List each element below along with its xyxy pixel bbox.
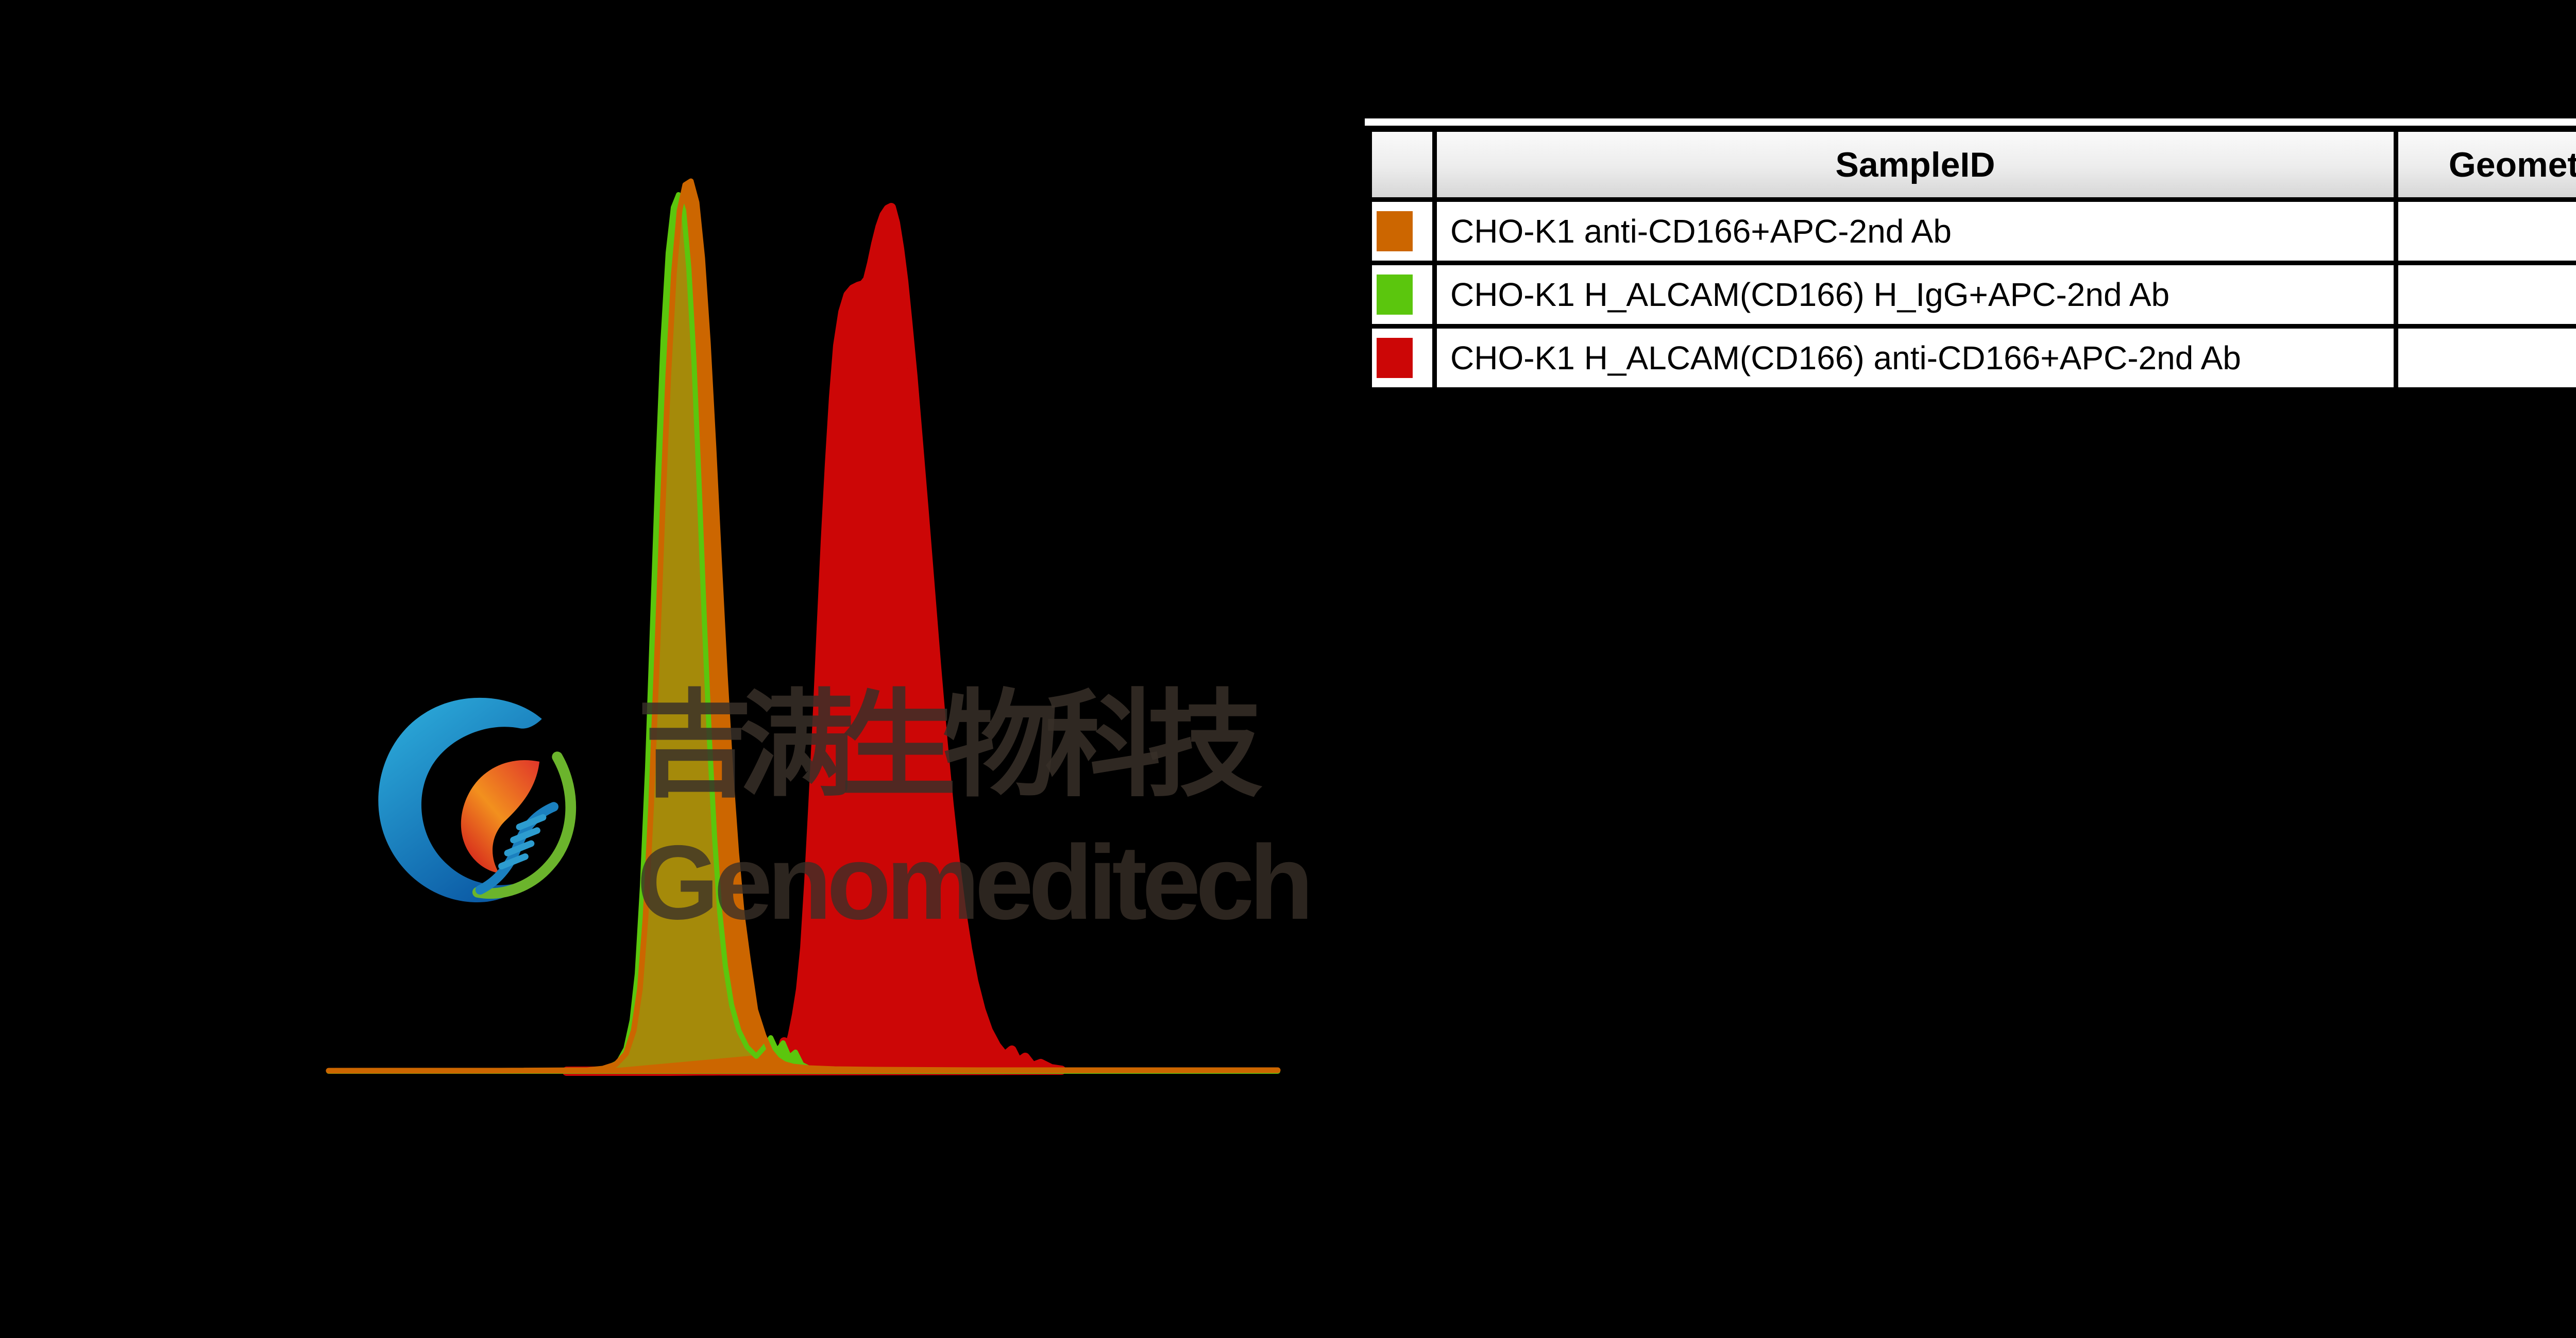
logo-dna-rungs-icon — [498, 814, 547, 870]
geometric-mean-cell: 120215 — [2394, 324, 2576, 393]
geometric-mean-cell: 1445 — [2394, 261, 2576, 329]
results-table: SampleID Geometric Mean : FL11-H CHO-K1 … — [1366, 126, 2576, 393]
logo-dna-strand-icon — [475, 802, 559, 895]
series-color-swatch — [1377, 211, 1413, 251]
logo-leaf-icon — [472, 751, 577, 899]
series-color-swatch — [1377, 338, 1413, 378]
swatch-column-header — [1366, 126, 1437, 202]
histogram-orange-outline — [326, 178, 1281, 1074]
sample-id-cell: CHO-K1 H_ALCAM(CD166) anti-CD166+APC-2nd… — [1432, 324, 2398, 393]
watermark-cjk-text: 吉满生物科技 — [637, 678, 1263, 813]
swatch-cell — [1366, 324, 1437, 393]
table-row: CHO-K1 H_ALCAM(CD166) anti-CD166+APC-2nd… — [1366, 324, 2576, 393]
geomean-column-header: Geometric Mean : FL11-H — [2394, 126, 2576, 202]
histogram-green-outline — [326, 192, 1280, 1074]
geometric-mean-cell: 1625 — [2394, 197, 2576, 265]
watermark-latin-text: Genomeditech — [637, 824, 1314, 941]
series-color-swatch — [1377, 275, 1413, 315]
sample-id-cell: CHO-K1 H_ALCAM(CD166) H_IgG+APC-2nd Ab — [1432, 261, 2398, 329]
table-row: CHO-K1 anti-CD166+APC-2nd Ab 1625 — [1366, 197, 2576, 265]
sample-id-cell: CHO-K1 anti-CD166+APC-2nd Ab — [1432, 197, 2398, 265]
sampleid-column-header: SampleID — [1432, 126, 2398, 202]
swatch-cell — [1366, 197, 1437, 265]
logo-flame-icon — [461, 760, 540, 873]
table-top-strip — [1365, 118, 2576, 126]
table-header-row: SampleID Geometric Mean : FL11-H — [1366, 126, 2576, 202]
genomeditech-logo — [378, 697, 577, 902]
table-row: CHO-K1 H_ALCAM(CD166) H_IgG+APC-2nd Ab 1… — [1366, 261, 2576, 329]
swatch-cell — [1366, 261, 1437, 329]
logo-blue-swoosh-icon — [378, 697, 542, 902]
